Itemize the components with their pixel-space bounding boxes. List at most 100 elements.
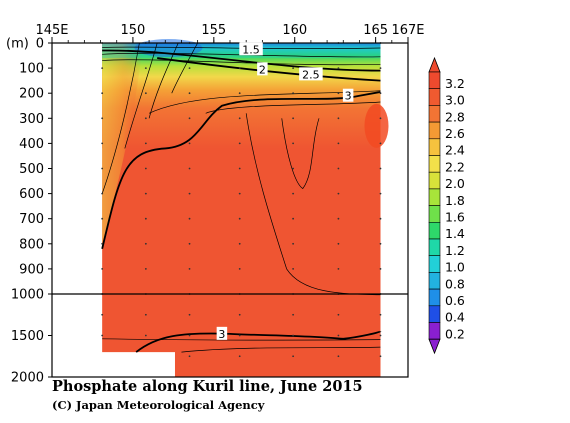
sample-point (379, 334, 382, 337)
sample-point (238, 67, 241, 69)
sample-point (144, 217, 147, 220)
thin-contour-line (171, 42, 198, 94)
thin-contour-line (102, 59, 381, 66)
sample-point (144, 242, 147, 245)
sample-point (144, 334, 147, 337)
sample-point (101, 217, 104, 220)
colorbar-label: 0.4 (445, 310, 465, 325)
y-tick-label: 0 (36, 37, 44, 52)
contour-label-box (216, 326, 228, 340)
y-axis-label: (m) (6, 37, 29, 52)
sample-point (292, 117, 295, 120)
bold-contour-line (102, 49, 381, 72)
contour-label-box (239, 42, 263, 56)
sample-point (337, 242, 340, 245)
sample-point (144, 167, 147, 170)
sample-point (292, 313, 295, 316)
contour-label: 2.5 (302, 68, 320, 81)
colorbar-segment (428, 138, 441, 156)
y-tick-label: 200 (19, 87, 44, 102)
sample-point (337, 217, 340, 220)
sample-point (292, 192, 295, 195)
contour-label: 3 (345, 90, 352, 103)
sample-point (101, 334, 104, 337)
sample-point (379, 142, 382, 145)
colorbar-segment (428, 171, 441, 190)
sample-point (337, 167, 340, 170)
colorbar-segment (428, 71, 441, 90)
sample-point (379, 242, 382, 245)
sample-point (101, 192, 104, 195)
y-tick-label: 600 (19, 187, 44, 202)
thin-contour-line (102, 46, 381, 50)
x-tick-label: 150 (120, 23, 145, 38)
sample-point (238, 217, 241, 220)
contour-label-box (257, 62, 268, 76)
colorbar-label: 0.2 (445, 326, 465, 341)
colorbar-segment (428, 288, 441, 307)
sample-point (238, 142, 241, 145)
sample-point (238, 92, 241, 95)
sample-point (144, 313, 147, 316)
colorbar-label: 2.4 (445, 143, 465, 158)
colorbar-max-triangle (428, 56, 441, 73)
colorbar-segment (428, 272, 441, 290)
y-tick-label: 500 (19, 162, 44, 177)
sample-point (337, 268, 340, 270)
contour-label: 3 (218, 328, 225, 341)
colorbar-segment (428, 222, 441, 240)
y-tick-label: 1000 (11, 288, 44, 303)
colorbar-label: 2.6 (445, 126, 465, 141)
sample-point (188, 92, 191, 95)
sample-point (292, 92, 295, 95)
colorbar-label: 1.6 (445, 209, 465, 224)
sample-point (188, 167, 191, 170)
sample-point (292, 242, 295, 245)
y-tick-label: 700 (19, 212, 44, 227)
sample-point (379, 117, 382, 120)
sample-point (379, 92, 382, 95)
axes: 145E 150 155 160 165 167E 0 100 200 300 400 500 600 7… (6, 23, 425, 386)
contour-lines (101, 42, 382, 358)
sample-point (188, 192, 191, 195)
colorbar-label: 2.0 (445, 176, 465, 191)
sample-point (292, 268, 295, 270)
colorbar-label: 3.2 (445, 76, 465, 91)
sample-point (379, 217, 382, 220)
colorbar-segment (428, 121, 441, 140)
sample-point (144, 142, 147, 145)
colorbar-label: 1.4 (445, 226, 465, 241)
contour-label-box (342, 88, 354, 102)
field-east-high (364, 103, 389, 148)
contour-label: 2 (259, 63, 266, 76)
colorbar-segment (428, 305, 441, 323)
sample-point (292, 217, 295, 220)
thin-contour-line (102, 52, 381, 58)
sample-point (144, 117, 147, 120)
sample-point (292, 355, 295, 358)
colorbar-label: 1.0 (445, 260, 465, 275)
sample-point (337, 334, 340, 337)
sample-point (379, 167, 382, 170)
sample-point (238, 334, 241, 337)
colorbar-label: 1.8 (445, 193, 465, 208)
y-tick-label: 900 (19, 262, 44, 277)
colorbar-label: 0.8 (445, 276, 465, 291)
colorbar-label: 2.2 (445, 159, 465, 174)
sample-point (188, 313, 191, 316)
thin-contour-line (181, 346, 381, 353)
bold-contour-line (101, 91, 381, 250)
y-tick-label: 300 (19, 112, 44, 127)
colorbar-segment (428, 238, 441, 257)
sample-point (337, 142, 340, 145)
x-tick-label: 155 (201, 23, 226, 38)
sample-point (337, 355, 340, 358)
sample-point (144, 92, 147, 95)
sample-point (188, 142, 191, 145)
sample-point (188, 242, 191, 245)
sample-point (238, 242, 241, 245)
sample-point (337, 92, 340, 95)
sample-point (101, 242, 104, 245)
sample-point (188, 268, 191, 270)
sample-point (292, 167, 295, 170)
